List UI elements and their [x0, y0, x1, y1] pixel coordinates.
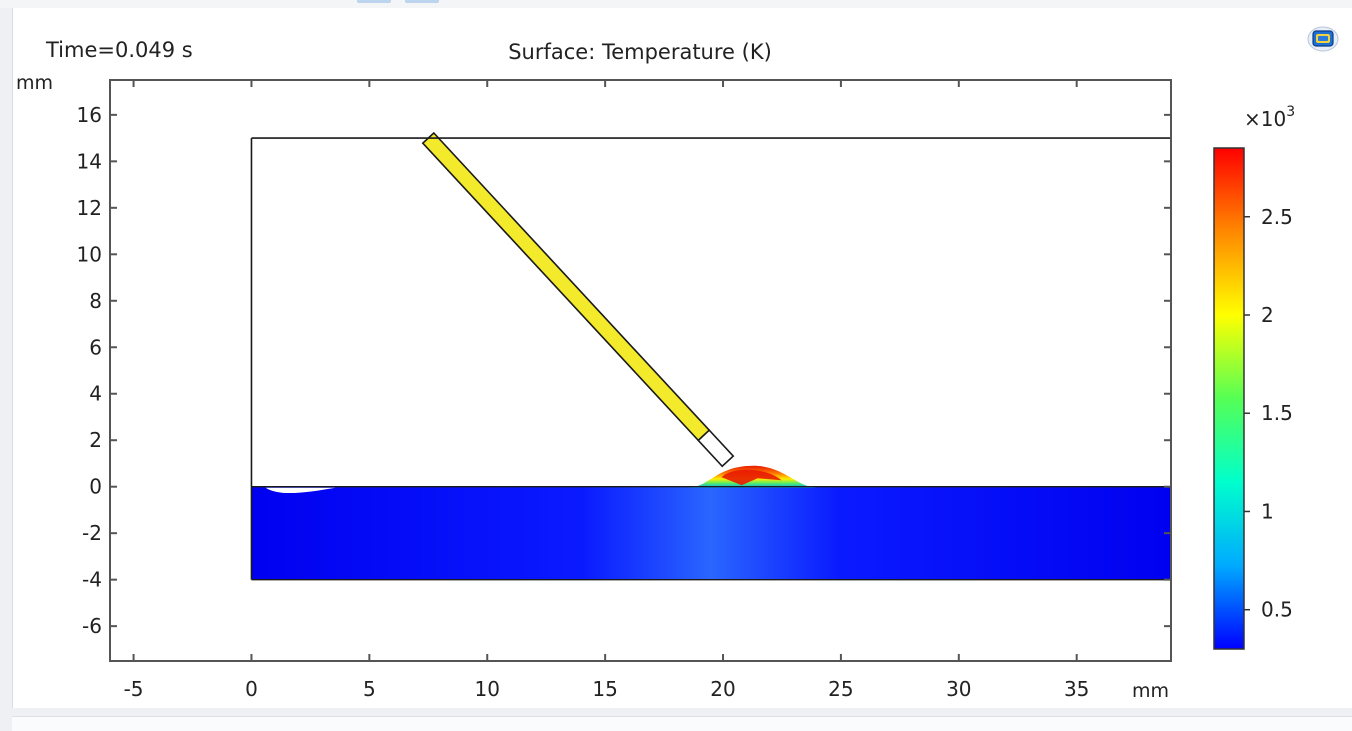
- y-tick-label: 8: [89, 289, 102, 313]
- colorbar-tick-label: 1: [1261, 499, 1274, 523]
- x-tick-label: 5: [363, 677, 376, 701]
- pore-artifact: [265, 487, 336, 494]
- y-tick-label: 0: [89, 475, 102, 499]
- y-tick-label: 6: [89, 335, 102, 359]
- x-tick-label: 30: [946, 677, 971, 701]
- x-tick-label: 20: [710, 677, 735, 701]
- bottom-bar: [12, 716, 1352, 731]
- y-axis-unit: mm: [16, 72, 53, 94]
- plot-frame: [109, 79, 1172, 662]
- y-tick-label: -4: [82, 568, 102, 592]
- data-layer: [250, 131, 1171, 581]
- x-tick-label: 15: [592, 677, 617, 701]
- plot-panel: [12, 8, 1352, 708]
- substrate-region: [251, 486, 1171, 580]
- y-tick-label: 2: [89, 428, 102, 452]
- x-tick-label: 35: [1064, 677, 1089, 701]
- y-tick-label: 10: [77, 242, 102, 266]
- filler-wire-tip: [697, 429, 735, 468]
- y-tick-label: 14: [77, 149, 102, 173]
- toolbar-tab-indicator[interactable]: [405, 0, 439, 3]
- y-tick-label: -2: [82, 521, 102, 545]
- x-tick-label: 25: [828, 677, 853, 701]
- plot-title: Surface: Temperature (K): [508, 40, 772, 64]
- y-tick-label: 4: [89, 382, 102, 406]
- colorbar-tick-label: 2: [1261, 303, 1274, 327]
- filler-wire: [421, 131, 711, 442]
- x-tick-label: 10: [475, 677, 500, 701]
- y-tick-label: 16: [77, 103, 102, 127]
- camera-icon[interactable]: [1306, 22, 1340, 54]
- x-axis-ticks: -5 0 5 10 15 20 25 30 35: [124, 80, 1089, 701]
- time-label: Time=0.049 s: [45, 38, 193, 62]
- x-tick-label: -5: [124, 677, 144, 701]
- top-strip: [0, 0, 1352, 8]
- toolbar-tab-indicator[interactable]: [357, 0, 391, 3]
- colorbar-tick-label: 1.5: [1261, 401, 1293, 425]
- y-axis-ticks: 16 14 12 10 8 6 4 2 0 -2 -4 -6: [77, 103, 1171, 638]
- colorbar: [1213, 147, 1245, 650]
- colorbar-tick-label: 2.5: [1261, 205, 1293, 229]
- x-axis-unit: mm: [1132, 680, 1169, 702]
- y-tick-label: 12: [77, 196, 102, 220]
- x-tick-label: 0: [245, 677, 258, 701]
- colorbar-multiplier: ×103: [1244, 104, 1295, 131]
- y-tick-label: -6: [82, 614, 102, 638]
- colorbar-ticks: 0.5 1 1.5 2 2.5: [1244, 205, 1293, 622]
- colorbar-tick-label: 0.5: [1261, 598, 1293, 622]
- melt-pool-core: [721, 469, 782, 486]
